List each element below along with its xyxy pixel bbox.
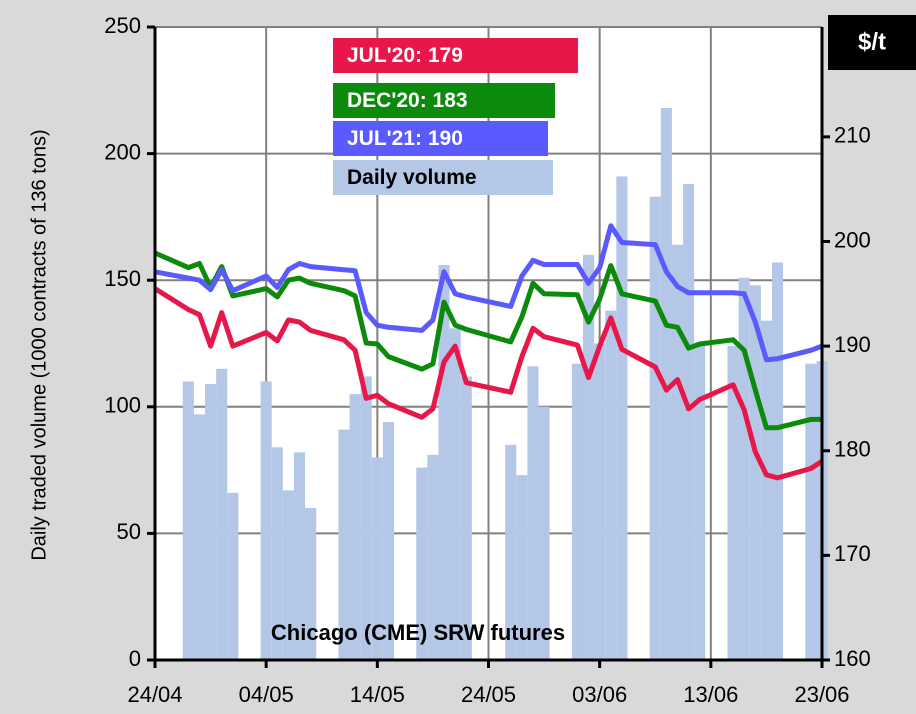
x-tick-label: 13/06 (683, 682, 738, 707)
volume-bar (260, 381, 272, 660)
volume-bar (616, 176, 628, 660)
volume-bar (671, 244, 684, 660)
x-tick-label: 14/05 (350, 682, 405, 707)
y-tick-label: 100 (104, 393, 141, 418)
legend-label: DEC'20: 183 (347, 89, 468, 112)
volume-bar (427, 454, 439, 660)
volume-bar (527, 366, 539, 660)
volume-bar (805, 363, 817, 660)
volume-bar (305, 508, 317, 660)
volume-bar (505, 444, 517, 660)
volume-bar (516, 475, 528, 660)
volume-bar (360, 376, 372, 660)
volume-bar (649, 196, 661, 661)
y2-label-box (828, 15, 916, 70)
volume-bar (193, 414, 206, 660)
volume-bar (449, 328, 461, 660)
volume-bar (582, 254, 595, 660)
y2-tick-label: 210 (834, 123, 871, 148)
volume-bar (571, 363, 583, 660)
y-tick-label: 250 (104, 13, 141, 38)
y2-tick-label: 200 (834, 227, 871, 252)
y-tick-label: 150 (104, 266, 141, 291)
y-tick-label: 0 (129, 646, 141, 671)
volume-bar (282, 490, 294, 660)
volume-bar (727, 346, 739, 660)
legend-swatch (333, 38, 578, 73)
volume-bar (205, 384, 217, 660)
y-tick-label: 50 (117, 519, 141, 544)
volume-bar (438, 265, 450, 660)
price-line (153, 250, 822, 431)
volume-bar (694, 346, 706, 660)
volume-bar (605, 310, 617, 660)
volume-bar (660, 108, 672, 661)
volume-bar (771, 262, 784, 660)
x-tick-label: 24/04 (127, 682, 182, 707)
volume-bar (594, 343, 606, 660)
x-tick-label: 24/05 (461, 682, 516, 707)
price-line (153, 286, 824, 481)
volume-bar (349, 394, 361, 660)
volume-bar (416, 467, 428, 660)
volume-bar (227, 492, 239, 660)
volume-bar (216, 368, 228, 660)
legend-label: JUL'20: 179 (347, 44, 463, 67)
volume-bar (382, 421, 395, 660)
volume-bar (749, 285, 761, 660)
volume-bar (338, 429, 350, 660)
volume-bar (271, 447, 283, 660)
volume-bar (738, 277, 750, 660)
x-tick-label: 23/06 (794, 682, 849, 707)
volume-bar (460, 376, 472, 660)
legend-label: Daily volume (347, 166, 477, 189)
annotation: Chicago (CME) SRW futures (271, 620, 565, 645)
volume-bar (182, 381, 194, 660)
volume-bar (293, 452, 306, 660)
volume-bar (371, 457, 383, 660)
volume-bar (683, 183, 695, 660)
price-line (154, 223, 823, 363)
x-tick-label: 03/06 (572, 682, 627, 707)
y-tick-label: 200 (104, 139, 141, 164)
y2-tick-label: 190 (834, 332, 871, 357)
legend-swatch (333, 160, 553, 195)
marks (153, 108, 828, 661)
volume-bar (760, 320, 772, 660)
y-axis-label: Daily traded volume (1000 contracts of 1… (28, 129, 50, 560)
y2-tick-label: 160 (834, 646, 871, 671)
legend-label: JUL'21: 190 (347, 127, 463, 150)
volume-bar (538, 406, 550, 660)
legend-swatch (333, 83, 555, 118)
legend-swatch (333, 121, 548, 156)
legend: JUL'20: 179 DEC'20: 183 JUL'21: 190 Daily v… (333, 38, 578, 195)
x-tick-label: 04/05 (239, 682, 294, 707)
y2-tick-label: 180 (834, 437, 871, 462)
y2-axis-label: $/t (858, 28, 886, 55)
axes: 24/04 04/05 14/05 24/05 03/06 13/06 23/06 0 50 10… (104, 13, 870, 707)
y2-tick-label: 170 (834, 541, 871, 566)
